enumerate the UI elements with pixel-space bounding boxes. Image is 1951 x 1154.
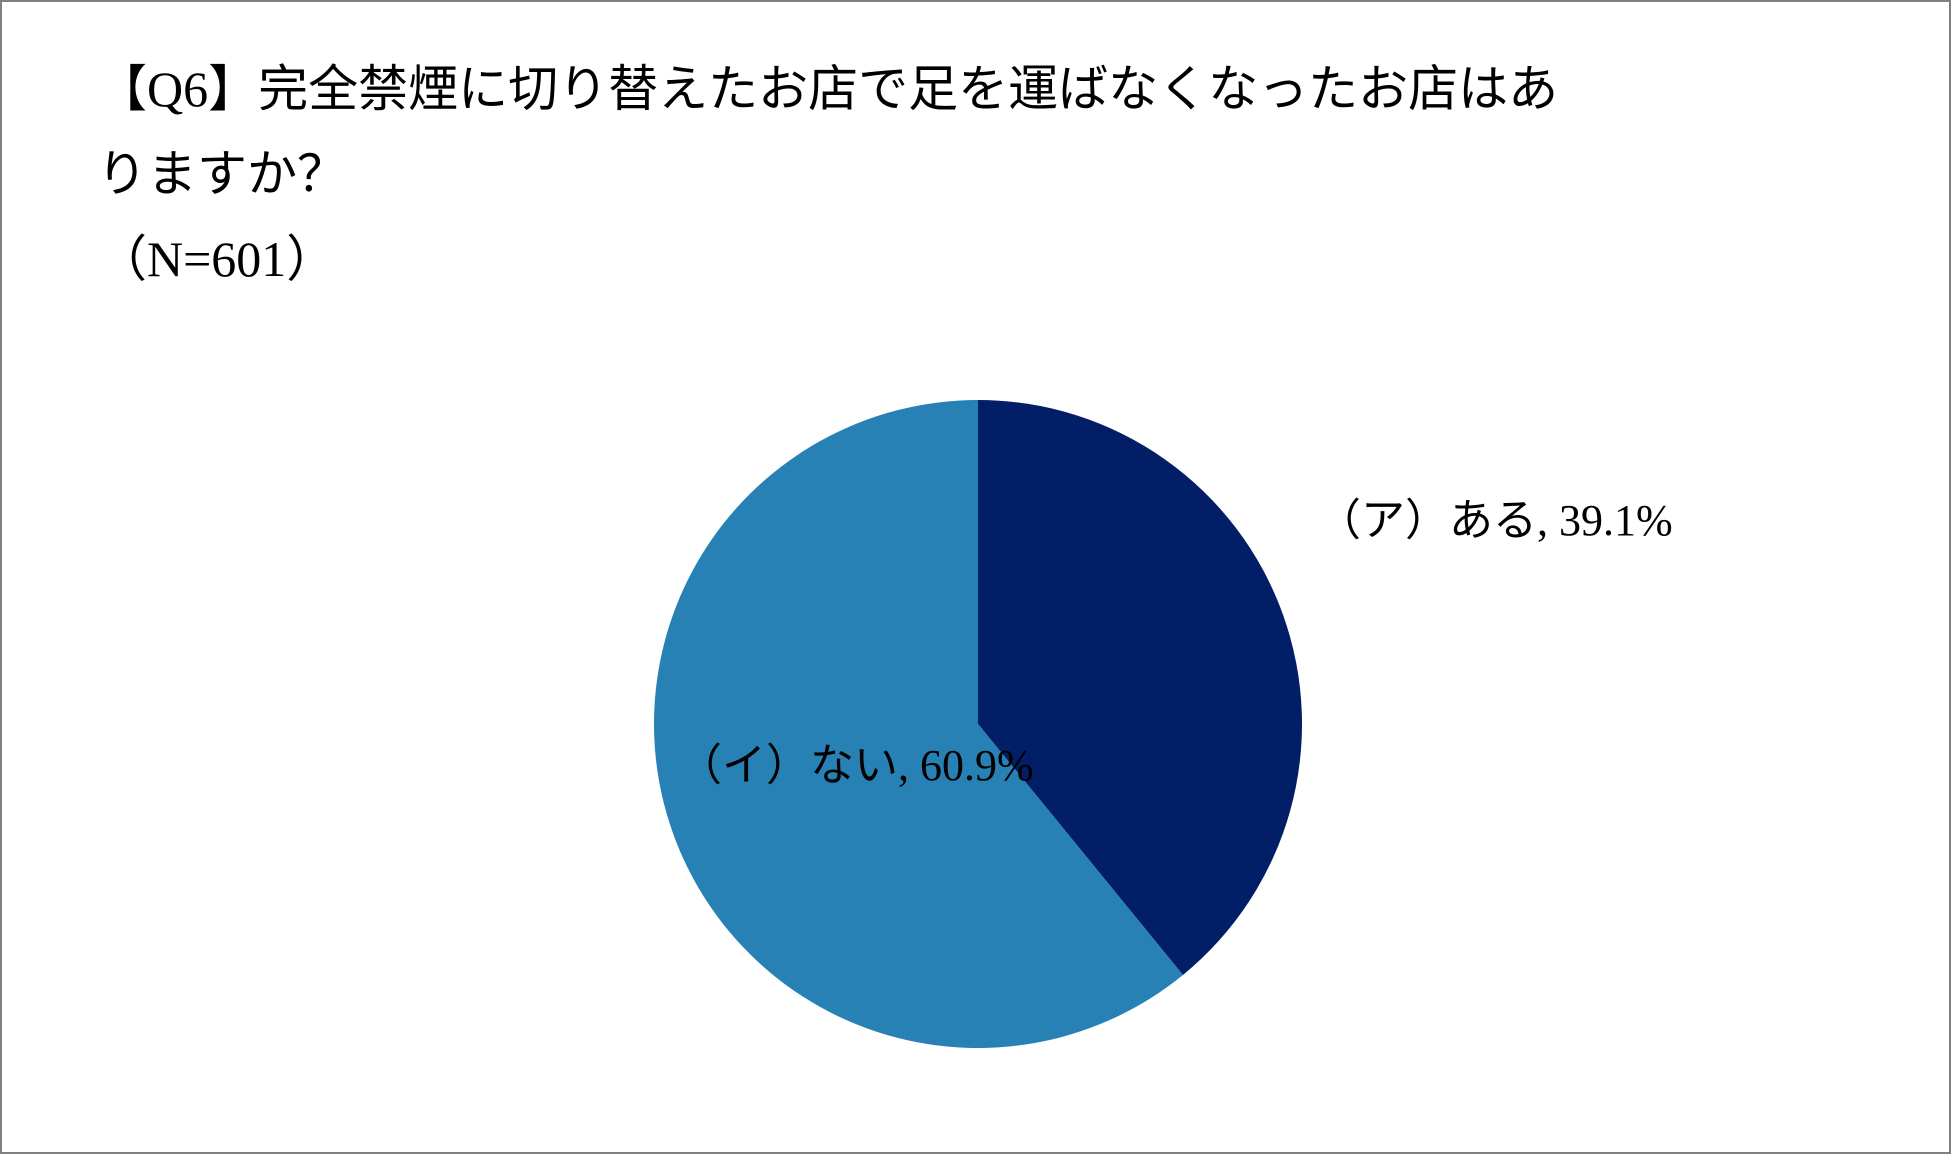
sample-size: （N=601） [97,231,337,287]
pie-slice-nai [653,400,1183,1048]
data-label-nai: （イ）ない, 60.9% [678,741,1034,790]
pie-slice-aru [978,400,1302,975]
chart-title: 【Q6】完全禁煙に切り替えたお店で足を運ばなくなったお店はあ りますか？ （N=… [97,47,1558,302]
data-label-aru: （ア）ある, 39.1% [1317,496,1673,545]
chart-title-line1: 【Q6】完全禁煙に切り替えたお店で足を運ばなくなったお店はあ [97,61,1559,117]
chart-title-line2: りますか？ [97,146,347,202]
